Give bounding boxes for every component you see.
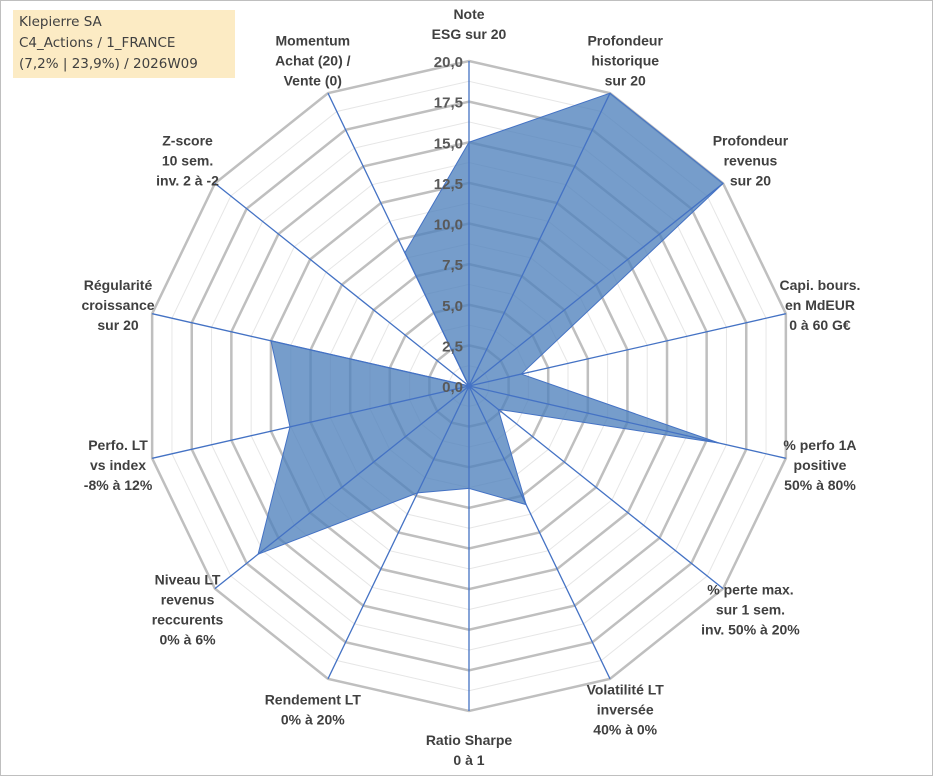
axis-label-line: positive [794,457,847,473]
axis-label-line: sur 1 sem. [716,601,785,617]
r-tick-label: 0,0 [442,379,463,396]
axis-label: Z-score 10 sem. inv. 2 à -2 [156,133,219,189]
r-tick-label: 7,5 [442,257,463,274]
axis-spoke [468,182,724,387]
r-tick-label: 15,0 [434,135,463,152]
axis-label-line: revenus [724,153,778,169]
axis-label: Note ESG sur 20 [432,6,507,42]
axis-label: Ratio Sharpe 0 à 1 [426,732,513,768]
axis-label-line: % perfo 1A [783,437,856,453]
axis-spoke [152,313,470,387]
axis-label-line: vs index [90,457,146,473]
info-company: Klepierre SA [19,14,102,30]
axis-label-line: 0 à 1 [453,752,484,768]
axis-label: % perfo 1A positive 50% à 80% [783,437,856,493]
axis-spoke [468,92,611,387]
series-area [257,92,724,555]
axis-spoke [468,385,724,590]
axis-label-line: Vente (0) [284,73,342,89]
r-tick-label: 17,5 [434,95,463,112]
axis-spoke [468,385,786,459]
r-tick-label: 10,0 [434,217,463,234]
axis-spoke [327,385,470,680]
axis-label-line: 40% à 0% [593,721,657,737]
axis-label-line: 0 à 60 G€ [789,317,851,333]
axis-label-line: Note [453,6,484,22]
axis-label-line: inv. 2 à -2 [156,173,219,189]
axis-spoke [214,182,470,387]
axis-spoke [152,385,470,459]
info-category: C4_Actions / 1_FRANCE [19,35,176,51]
axis-label: Perfo. LT vs index -8% à 12% [84,437,153,493]
axis-label: Capi. bours. en MdEUR 0 à 60 G€ [780,277,861,333]
info-stats: (7,2% | 23,9%) / 2026W09 [19,56,198,72]
axis-spoke [327,92,470,387]
r-tick-label: 5,0 [442,298,463,315]
axis-label: Momentum Achat (20) / Vente (0) [275,33,351,89]
axis-label: Volatilité LT inversée 40% à 0% [587,681,665,737]
axis-label-line: revenus [161,591,215,607]
axis-label-line: Profondeur [587,33,663,49]
axis-label-line: Z-score [162,133,213,149]
axis-label-line: reccurents [152,611,224,627]
axis-label-line: 50% à 80% [784,477,856,493]
axis-label-line: ESG sur 20 [432,26,507,42]
axis-label-line: 10 sem. [162,153,213,169]
axis-label-line: sur 20 [97,317,138,333]
axis-spoke [468,385,611,680]
axis-label-line: Régularité [84,277,153,293]
axis-label-line: sur 20 [605,73,646,89]
axis-label-line: Perfo. LT [88,437,148,453]
axis-label-line: croissance [81,297,154,313]
axis-label-line: 0% à 6% [160,631,217,647]
axis-label-line: 0% à 20% [281,711,345,727]
axis-label-line: en MdEUR [785,297,855,313]
r-tick-label: 2,5 [442,338,463,355]
r-tick-label: 20,0 [434,54,463,71]
axis-label-line: Momentum [275,33,350,49]
axis-label-line: historique [591,53,659,69]
axis-label-line: sur 20 [730,173,771,189]
axis-label-line: inv. 50% à 20% [701,621,800,637]
axis-spoke [468,313,786,387]
axis-label-line: Achat (20) / [275,53,351,69]
axis-label: Niveau LT revenus reccurents 0% à 6% [152,571,224,647]
axis-label-line: Niveau LT [155,571,221,587]
axis-label-line: Ratio Sharpe [426,732,513,748]
axis-label: % perte max. sur 1 sem. inv. 50% à 20% [701,581,800,637]
axis-label-line: Profondeur [713,133,789,149]
r-tick-label: 12,5 [434,176,463,193]
axis-label-line: % perte max. [707,581,793,597]
axis-label-line: inversée [597,701,654,717]
axis-label: Régularité croissance sur 20 [81,277,154,333]
axis-label: Profondeur historique sur 20 [587,33,663,89]
axis-label-line: Rendement LT [265,691,362,707]
axis-label-line: Capi. bours. [780,277,861,293]
axis-spoke [214,385,470,590]
info-box: Klepierre SA C4_Actions / 1_FRANCE (7,2%… [13,10,235,78]
axis-label-line: -8% à 12% [84,477,153,493]
axis-label-line: Volatilité LT [587,681,665,697]
axis-label: Profondeur revenus sur 20 [713,133,789,189]
axis-label: Rendement LT 0% à 20% [265,691,362,727]
